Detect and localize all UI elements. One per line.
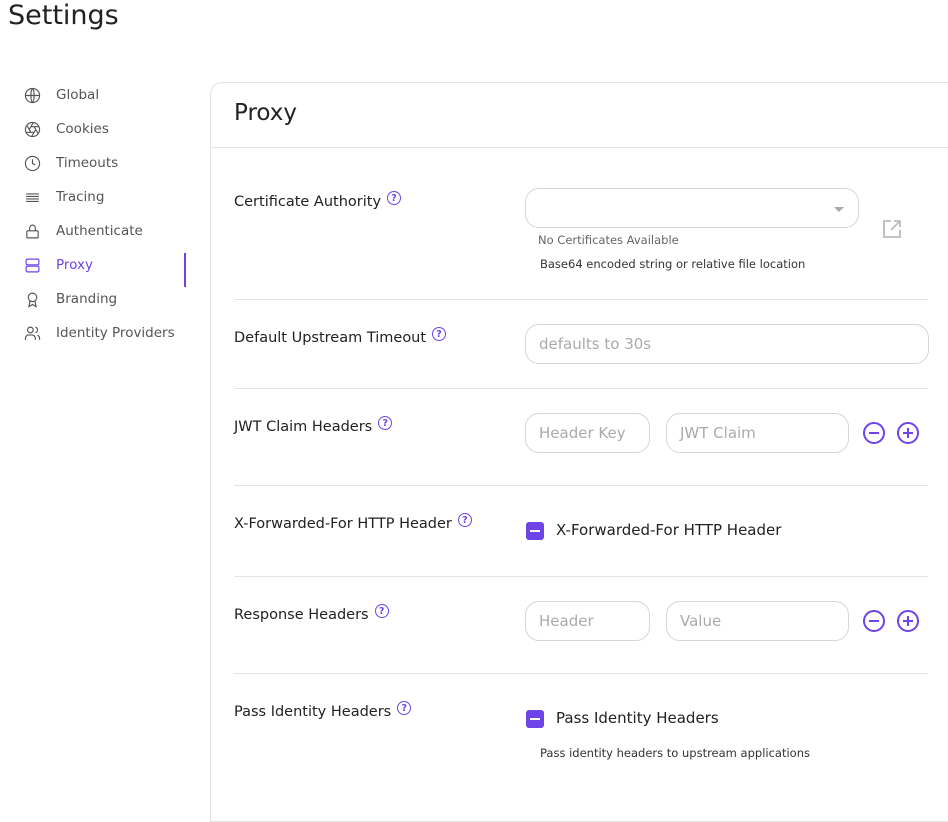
help-icon[interactable]: ? (397, 701, 412, 715)
response-headers-label: Response Headers? (234, 604, 389, 623)
active-indicator (184, 253, 186, 287)
help-icon[interactable]: ? (387, 191, 402, 205)
ca-label-text: Certificate Authority (234, 194, 382, 210)
jwt-label-text: JWT Claim Headers (234, 419, 373, 435)
ca-select[interactable] (525, 188, 859, 228)
sidebar-item-cookies[interactable]: Cookies (24, 117, 109, 141)
remove-jwt-header-button[interactable] (863, 422, 885, 444)
globe-icon (24, 87, 41, 103)
pass-identity-help-text: Pass identity headers to upstream applic… (540, 746, 810, 760)
lock-icon (26, 224, 39, 238)
sidebar-item-label: Global (56, 87, 100, 103)
server-icon (25, 258, 40, 272)
jwt-claim-input[interactable]: JWT Claim (666, 413, 849, 453)
help-icon[interactable]: ? (457, 513, 472, 527)
sidebar-item-label: Proxy (56, 257, 93, 273)
sidebar-item-label: Authenticate (56, 223, 143, 239)
divider (234, 299, 928, 300)
sidebar-item-timeouts[interactable]: Timeouts (24, 151, 118, 175)
placeholder: Value (680, 612, 722, 630)
lines-icon (26, 192, 39, 202)
pass-identity-checkbox-label[interactable]: Pass Identity Headers (556, 709, 719, 727)
sidebar-item-label: Identity Providers (56, 325, 175, 341)
ca-label: Certificate Authority? (234, 191, 402, 210)
pass-identity-label-text: Pass Identity Headers (234, 704, 392, 720)
response-header-key-input[interactable]: Header (525, 601, 650, 641)
timeout-placeholder: defaults to 30s (539, 335, 652, 353)
help-icon[interactable]: ? (378, 416, 393, 430)
help-icon[interactable]: ? (374, 604, 389, 618)
page-title: Settings (8, 0, 119, 31)
help-icon[interactable]: ? (432, 327, 447, 341)
caret-down-icon (834, 207, 844, 212)
users-icon (24, 326, 41, 340)
timeout-input[interactable]: defaults to 30s (525, 324, 929, 364)
divider (211, 147, 948, 148)
xff-label-text: X-Forwarded-For HTTP Header (234, 516, 452, 532)
response-headers-label-text: Response Headers (234, 607, 369, 623)
divider (234, 673, 928, 674)
sidebar-item-authenticate[interactable]: Authenticate (24, 219, 143, 243)
xff-checkbox[interactable] (526, 522, 544, 540)
sidebar-item-tracing[interactable]: Tracing (24, 185, 104, 209)
timeout-label: Default Upstream Timeout? (234, 327, 447, 346)
award-icon (27, 292, 38, 308)
pass-identity-checkbox[interactable] (526, 710, 544, 728)
remove-response-header-button[interactable] (863, 610, 885, 632)
jwt-header-key-input[interactable]: Header Key (525, 413, 650, 453)
placeholder: Header (539, 612, 594, 630)
add-jwt-header-button[interactable] (897, 422, 919, 444)
jwt-label: JWT Claim Headers? (234, 416, 393, 435)
response-header-value-input[interactable]: Value (666, 601, 849, 641)
placeholder: Header Key (539, 424, 626, 442)
card-title: Proxy (234, 100, 298, 126)
sidebar-item-identity-providers[interactable]: Identity Providers (24, 321, 175, 345)
add-response-header-button[interactable] (897, 610, 919, 632)
aperture-icon (24, 121, 41, 137)
sidebar-item-proxy[interactable]: Proxy (24, 253, 93, 277)
sidebar-item-label: Branding (56, 291, 118, 307)
sidebar-item-label: Timeouts (56, 155, 119, 171)
sidebar-item-label: Cookies (56, 121, 109, 137)
divider (234, 388, 928, 389)
external-link-icon[interactable] (882, 219, 902, 239)
placeholder: JWT Claim (680, 424, 756, 442)
pass-identity-label: Pass Identity Headers? (234, 701, 412, 720)
divider (234, 576, 928, 577)
ca-status: No Certificates Available (538, 233, 679, 247)
xff-label: X-Forwarded-For HTTP Header? (234, 513, 472, 532)
ca-help-text: Base64 encoded string or relative file l… (540, 257, 806, 271)
timeout-label-text: Default Upstream Timeout (234, 330, 427, 346)
sidebar-item-global[interactable]: Global (24, 83, 99, 107)
divider (234, 485, 928, 486)
sidebar-item-label: Tracing (56, 189, 105, 205)
sidebar-item-branding[interactable]: Branding (24, 287, 117, 311)
xff-checkbox-label[interactable]: X-Forwarded-For HTTP Header (556, 521, 782, 539)
clock-icon (24, 155, 41, 171)
